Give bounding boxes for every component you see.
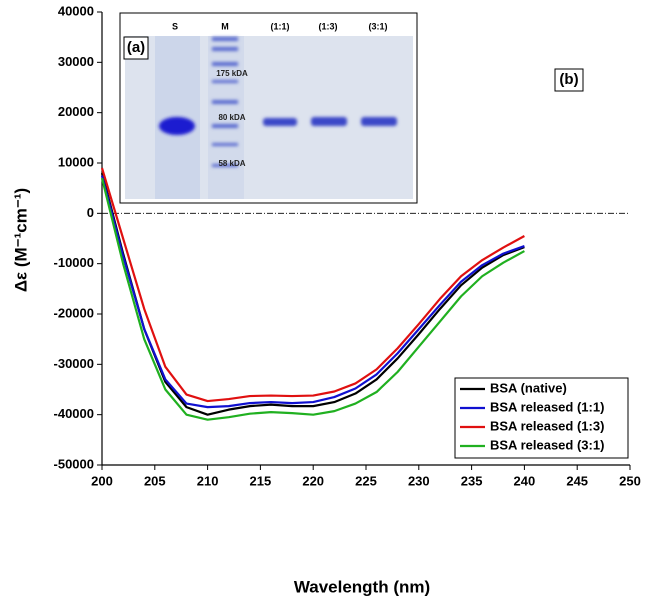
- x-tick-label: 210: [197, 473, 219, 488]
- legend-label: BSA released (3:1): [490, 437, 604, 452]
- y-tick-label: -20000: [54, 305, 94, 320]
- legend-label: BSA (native): [490, 380, 567, 395]
- marker-label: 175 kDA: [216, 69, 248, 78]
- y-tick-label: 40000: [58, 3, 94, 18]
- panel-label-box: [123, 36, 149, 60]
- x-tick-label: 250: [619, 473, 641, 488]
- x-tick-label: 225: [355, 473, 377, 488]
- y-tick-label: 20000: [58, 104, 94, 119]
- x-tick-label: 235: [461, 473, 483, 488]
- y-tick-label: -10000: [54, 255, 94, 270]
- legend-label: BSA released (1:1): [490, 399, 604, 414]
- y-tick-label: 10000: [58, 154, 94, 169]
- x-tick-label: 200: [91, 473, 113, 488]
- legend-box: [454, 377, 629, 459]
- x-tick-label: 215: [250, 473, 272, 488]
- gel-inset: [119, 12, 418, 204]
- series-line: [100, 172, 525, 416]
- lane-label: (1:1): [270, 21, 289, 31]
- series-line: [100, 177, 525, 421]
- y-tick-label: 0: [87, 205, 94, 220]
- x-tick-label: 245: [566, 473, 588, 488]
- x-tick-label: 230: [408, 473, 430, 488]
- panel-label: (a): [127, 39, 145, 56]
- legend-label: BSA released (1:3): [490, 418, 604, 433]
- panel-label: (b): [559, 71, 578, 88]
- series-line: [100, 167, 525, 403]
- x-tick-label: 220: [302, 473, 324, 488]
- x-tick-label: 240: [514, 473, 536, 488]
- lane-label: (3:1): [368, 21, 387, 31]
- y-tick-label: -30000: [54, 356, 94, 371]
- lane-label: S: [172, 21, 178, 31]
- series-line: [100, 175, 525, 409]
- marker-label: 58 kDA: [218, 159, 245, 168]
- x-axis-label: Wavelength (nm): [294, 577, 430, 596]
- y-tick-label: 30000: [58, 54, 94, 69]
- panel-label-box: [554, 68, 584, 92]
- lane-label: (1:3): [318, 21, 337, 31]
- x-tick-label: 205: [144, 473, 166, 488]
- marker-label: 80 kDA: [218, 113, 245, 122]
- y-tick-label: -40000: [54, 406, 94, 421]
- y-tick-label: -50000: [54, 456, 94, 471]
- y-axis-label: Δε (M⁻¹cm⁻¹): [11, 188, 30, 292]
- lane-label: M: [221, 21, 229, 31]
